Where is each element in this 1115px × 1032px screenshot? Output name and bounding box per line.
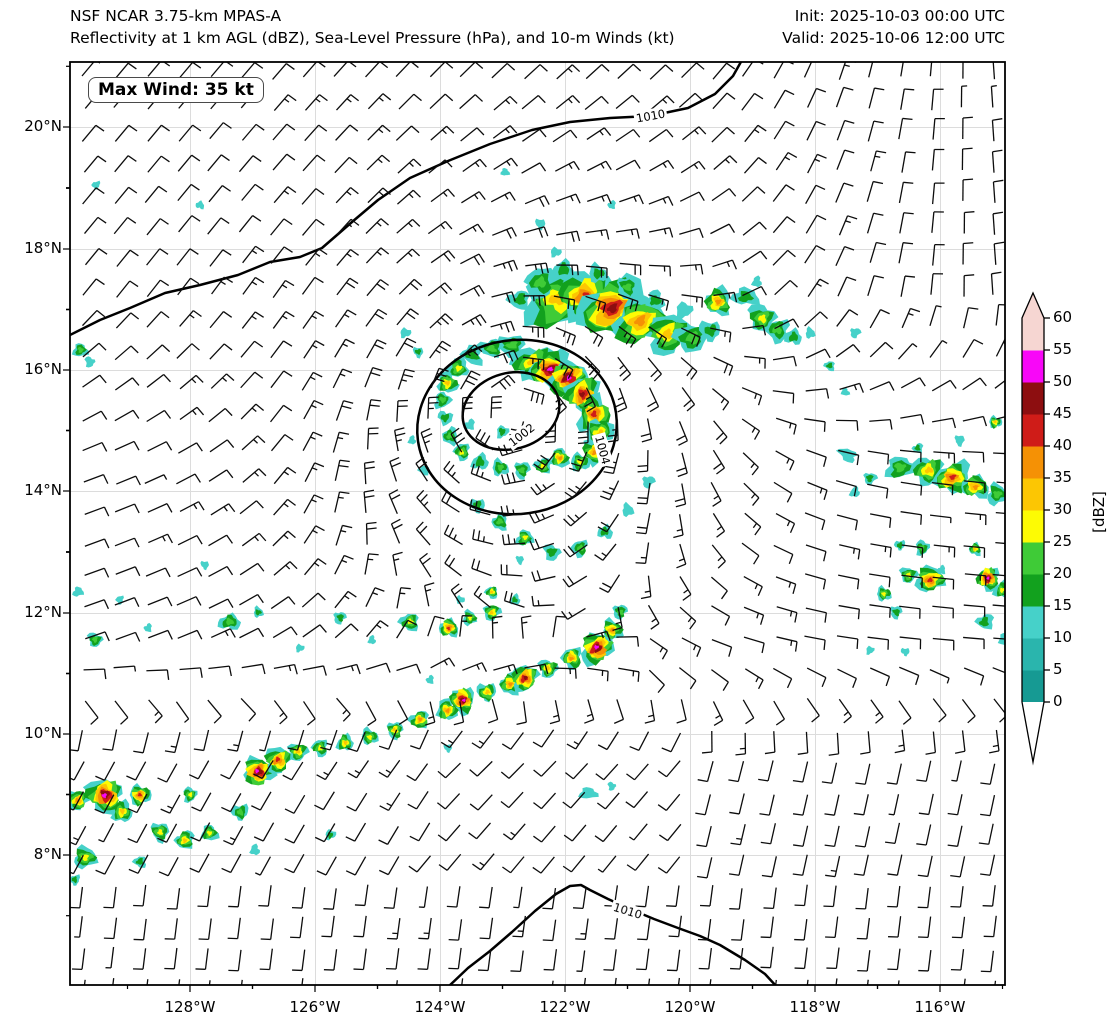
lat-tick-label: 12°N <box>24 603 62 621</box>
colorbar-tick-label: 50 <box>1053 372 1073 390</box>
valid-time: Valid: 2025-10-06 12:00 UTC <box>782 29 1005 47</box>
lat-tick-label: 20°N <box>24 117 62 135</box>
lon-tick-label: 120°W <box>664 998 716 1016</box>
lon-tick-label: 128°W <box>164 998 216 1016</box>
colorbar-tick-label: 5 <box>1053 660 1063 678</box>
colorbar-tick-label: 20 <box>1053 564 1073 582</box>
colorbar-tick-label: 10 <box>1053 628 1073 646</box>
lon-tick-label: 116°W <box>914 998 966 1016</box>
fields-subtitle: Reflectivity at 1 km AGL (dBZ), Sea-Leve… <box>70 29 675 47</box>
colorbar-tick-label: 35 <box>1053 468 1073 486</box>
lat-tick-label: 8°N <box>33 845 62 863</box>
colorbar-tick-label: 45 <box>1053 404 1073 422</box>
lon-tick-label: 122°W <box>539 998 591 1016</box>
colorbar-tick-label: 40 <box>1053 436 1073 454</box>
max-wind-badge: Max Wind: 35 kt <box>88 77 264 103</box>
colorbar-unit-label: [dBZ] <box>1089 491 1108 533</box>
colorbar-tick-label: 0 <box>1053 692 1063 710</box>
model-title: NSF NCAR 3.75-km MPAS-A <box>70 7 282 25</box>
lat-tick-label: 16°N <box>24 360 62 378</box>
lon-tick-label: 126°W <box>289 998 341 1016</box>
colorbar-tick-label: 60 <box>1053 308 1073 326</box>
lon-tick-label: 124°W <box>414 998 466 1016</box>
colorbar-tick-label: 15 <box>1053 596 1073 614</box>
colorbar-tick-label: 55 <box>1053 340 1073 358</box>
colorbar-tick-label: 30 <box>1053 500 1073 518</box>
init-time: Init: 2025-10-03 00:00 UTC <box>794 7 1005 25</box>
lat-tick-label: 18°N <box>24 239 62 257</box>
colorbar-tick-label: 25 <box>1053 532 1073 550</box>
lon-tick-label: 118°W <box>789 998 841 1016</box>
lat-tick-label: 14°N <box>24 481 62 499</box>
lat-tick-label: 10°N <box>24 724 62 742</box>
